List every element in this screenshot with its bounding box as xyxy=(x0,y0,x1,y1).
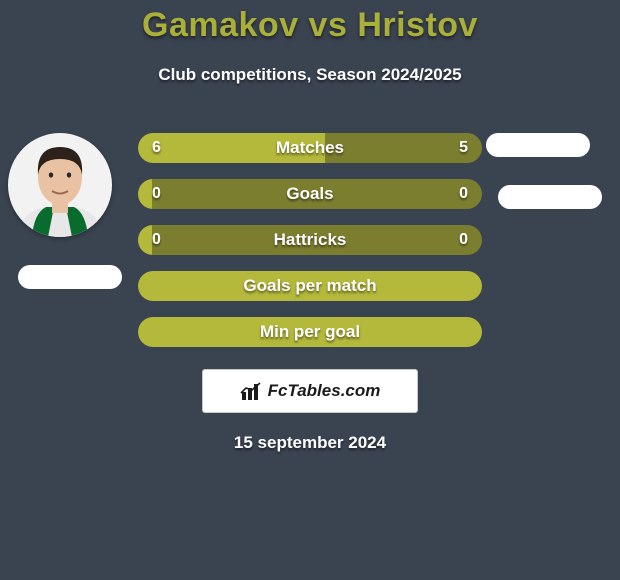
player-right-avatar-placeholder xyxy=(486,133,590,157)
stat-right-value: 5 xyxy=(459,133,468,163)
stat-row-matches: 6 Matches 5 xyxy=(138,133,482,163)
date-text: 15 september 2024 xyxy=(0,433,620,453)
stat-label: Matches xyxy=(138,133,482,163)
stat-row-goals: 0 Goals 0 xyxy=(138,179,482,209)
page-title: Gamakov vs Hristov xyxy=(0,0,620,45)
player-right-flag-placeholder xyxy=(498,185,602,209)
stat-label: Goals xyxy=(138,179,482,209)
stat-right-value: 0 xyxy=(459,179,468,209)
brand-chart-icon xyxy=(240,382,264,400)
brand-text: FcTables.com xyxy=(268,381,381,401)
infographic-canvas: Gamakov vs Hristov Club competitions, Se… xyxy=(0,0,620,580)
stat-label: Min per goal xyxy=(138,317,482,347)
player-left-flag-placeholder xyxy=(18,265,122,289)
stat-label: Goals per match xyxy=(138,271,482,301)
stat-row-min-per-goal: Min per goal xyxy=(138,317,482,347)
stat-row-goals-per-match: Goals per match xyxy=(138,271,482,301)
stat-bars: 6 Matches 5 0 Goals 0 0 Hattricks 0 Goal… xyxy=(138,133,482,347)
stat-label: Hattricks xyxy=(138,225,482,255)
stat-row-hattricks: 0 Hattricks 0 xyxy=(138,225,482,255)
content-area: 6 Matches 5 0 Goals 0 0 Hattricks 0 Goal… xyxy=(0,133,620,453)
brand-box: FcTables.com xyxy=(202,369,418,413)
avatar-face-icon xyxy=(8,133,112,237)
stat-right-value: 0 xyxy=(459,225,468,255)
subtitle: Club competitions, Season 2024/2025 xyxy=(0,65,620,85)
player-left-avatar xyxy=(8,133,112,237)
